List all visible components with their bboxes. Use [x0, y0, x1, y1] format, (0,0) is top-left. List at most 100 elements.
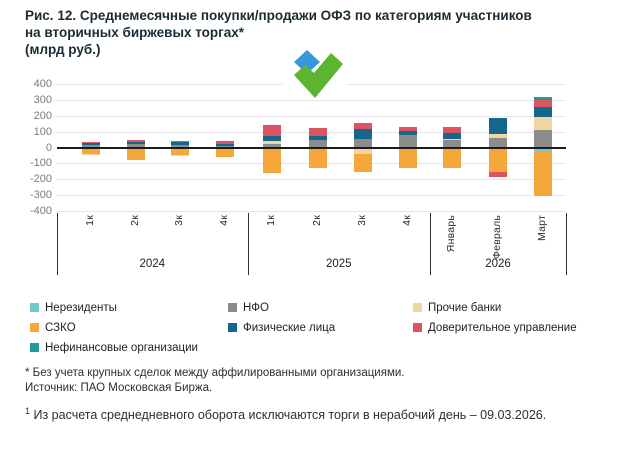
bar-segment	[488, 147, 507, 173]
zero-axis-line	[57, 146, 566, 149]
y-axis-tick-label: -200	[29, 173, 52, 186]
legend-column: НФО Физические лица	[228, 301, 335, 341]
year-label: 2025	[325, 258, 352, 270]
bar-segment	[308, 147, 327, 168]
group-divider	[57, 213, 58, 275]
bar-segment	[399, 147, 417, 168]
plot-area	[57, 84, 566, 212]
bar-segment	[82, 143, 100, 146]
group-divider	[566, 213, 567, 275]
bar-segment	[399, 135, 417, 147]
footnote-block: * Без учета крупных сделок между аффилир…	[25, 366, 595, 396]
x-axis-tick-label: 1к	[265, 215, 277, 226]
bar-segment	[353, 123, 372, 130]
bar-segment	[126, 144, 145, 148]
footnote-asterisk: * Без учета крупных сделок между аффилир…	[25, 367, 405, 379]
bar-segment	[126, 141, 145, 144]
year-label: 2024	[139, 258, 166, 270]
legend-label: Физические лица	[243, 321, 336, 334]
gridline	[57, 179, 566, 181]
footnote-1-text: Из расчета среднедневного оборота исключ…	[30, 408, 547, 423]
bar-segment	[263, 135, 281, 141]
bar-segment	[82, 154, 100, 156]
bar-segment	[263, 125, 281, 136]
bar-segment	[534, 151, 552, 197]
figure-title: Рис. 12. Среднемесячные покупки/продажи …	[25, 7, 585, 58]
bar-segment	[171, 141, 189, 146]
bar-segment	[534, 116, 552, 130]
x-axis-tick-label: 2к	[128, 215, 141, 226]
legend-swatch-icon	[413, 323, 422, 332]
legend-swatch-icon	[30, 343, 39, 352]
bar-segment	[534, 99, 552, 107]
y-axis-tick-label: -300	[29, 189, 52, 202]
x-axis-tick-label: 3к	[173, 215, 185, 226]
legend-item: Физические лица	[228, 321, 335, 334]
legend-label: Нерезиденты	[45, 301, 117, 314]
gridline	[57, 99, 566, 101]
bar-segment	[442, 139, 461, 141]
group-divider	[247, 213, 249, 275]
footnote-1-marker: 1	[25, 406, 31, 416]
bar-segment	[263, 140, 281, 144]
bar-segment	[126, 139, 145, 142]
legend-column: Прочие банки Доверительное управление	[413, 301, 577, 341]
bar-segment	[442, 140, 461, 148]
year-label: 2026	[485, 258, 511, 270]
bar-segment	[263, 147, 281, 173]
legend-item: Нефинансовые организации	[30, 341, 198, 354]
x-axis-tick-label: 4к	[401, 215, 413, 226]
bar-segment	[308, 128, 327, 136]
x-axis-tick-label: 4к	[217, 215, 230, 226]
bar-segment	[126, 147, 145, 161]
bar-segment	[534, 129, 552, 148]
y-axis-tick-label: 200	[33, 109, 52, 122]
bar-segment	[442, 133, 461, 140]
bar-segment	[353, 153, 372, 173]
bar-segment	[171, 145, 189, 148]
gridline	[57, 195, 566, 197]
bar-segment	[353, 147, 372, 154]
x-axis-tick-label: Март	[536, 215, 548, 241]
y-axis-tick-label: -400	[29, 205, 52, 217]
bar-segment	[215, 144, 234, 146]
bar-segment	[171, 154, 189, 157]
legend-swatch-icon	[30, 323, 39, 332]
bar-segment	[488, 138, 507, 148]
legend-label: НФО	[243, 301, 269, 314]
legend-swatch-icon	[228, 303, 237, 312]
group-divider	[430, 213, 431, 275]
bar-segment	[82, 147, 100, 155]
bar-segment	[488, 172, 507, 178]
checkmark-icon	[294, 50, 343, 98]
legend-label: Прочие банки	[428, 301, 502, 314]
bar-segment	[534, 147, 552, 152]
y-axis-tick-label: 100	[33, 125, 52, 138]
bar-segment	[82, 141, 100, 144]
legend-item: Доверительное управление	[413, 321, 577, 334]
legend-item: СЗКО	[30, 321, 198, 334]
bar-segment	[399, 127, 417, 132]
gridline	[57, 211, 566, 212]
bar-segment	[488, 118, 507, 135]
y-axis-tick-label: -100	[29, 157, 52, 170]
figure-title-line1: Рис. 12. Среднемесячные покупки/продажи …	[25, 8, 532, 23]
legend-swatch-icon	[30, 303, 39, 312]
legend-item: Прочие банки	[413, 301, 577, 314]
bar-segment	[263, 143, 281, 147]
bar-segment	[442, 147, 461, 169]
legend-item: Нерезиденты	[30, 301, 198, 314]
legend-column: Нерезиденты СЗКО Нефинансовые организации	[30, 301, 198, 361]
bar-segment	[534, 106, 552, 117]
gridline	[57, 115, 566, 117]
bar-segment	[442, 127, 461, 134]
legend-label: Нефинансовые организации	[45, 341, 198, 354]
figure-title-line3: (млрд руб.)	[25, 42, 101, 57]
bar-segment	[171, 147, 189, 155]
x-axis-tick-label: 2к	[310, 215, 323, 226]
legend-label: СЗКО	[45, 321, 76, 334]
bar-segment	[215, 140, 234, 145]
bar-segment	[308, 140, 327, 148]
footnote-source: Источник: ПАО Московская Биржа.	[25, 382, 213, 394]
bar-segment	[82, 145, 100, 148]
